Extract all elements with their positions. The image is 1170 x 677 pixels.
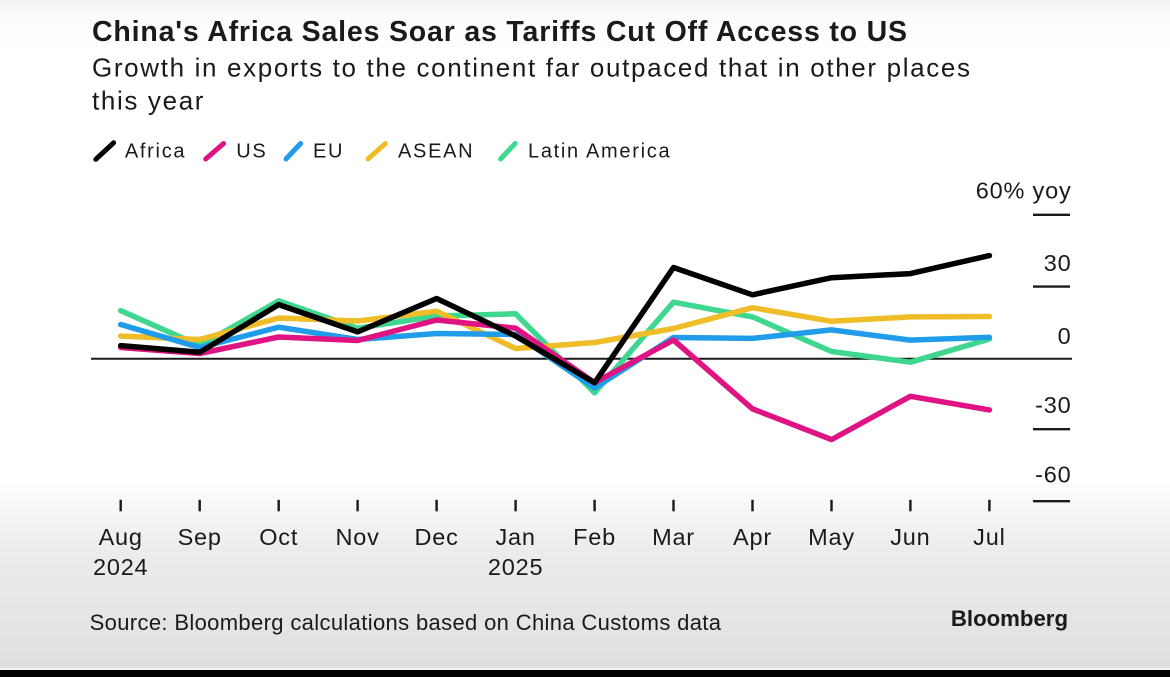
svg-text:Mar: Mar bbox=[652, 524, 695, 550]
svg-text:China's Africa Sales Soar as T: China's Africa Sales Soar as Tariffs Cut… bbox=[92, 16, 908, 48]
svg-text:Nov: Nov bbox=[335, 524, 379, 550]
svg-text:-30: -30 bbox=[1035, 392, 1071, 418]
svg-text:0: 0 bbox=[1058, 323, 1072, 349]
svg-text:Dec: Dec bbox=[414, 524, 458, 550]
svg-text:60% yoy: 60% yoy bbox=[976, 178, 1072, 204]
svg-text:May: May bbox=[808, 524, 855, 550]
svg-text:Sep: Sep bbox=[178, 524, 222, 550]
svg-text:Latin America: Latin America bbox=[528, 141, 671, 163]
svg-text:Aug: Aug bbox=[99, 524, 143, 550]
svg-text:Jun: Jun bbox=[890, 524, 930, 550]
svg-text:2024: 2024 bbox=[93, 554, 148, 580]
svg-text:this year: this year bbox=[92, 86, 205, 116]
svg-text:Source: Bloomberg calculations: Source: Bloomberg calculations based on … bbox=[90, 610, 722, 635]
svg-text:ASEAN: ASEAN bbox=[398, 141, 474, 163]
svg-text:Oct: Oct bbox=[259, 524, 298, 550]
svg-text:Feb: Feb bbox=[573, 524, 616, 550]
svg-text:Growth in exports to the conti: Growth in exports to the continent far o… bbox=[92, 52, 972, 82]
svg-text:Jan: Jan bbox=[495, 524, 535, 550]
svg-text:Jul: Jul bbox=[973, 524, 1005, 550]
svg-text:Bloomberg: Bloomberg bbox=[951, 606, 1068, 631]
svg-text:Apr: Apr bbox=[733, 524, 772, 550]
svg-text:US: US bbox=[236, 141, 267, 163]
svg-text:Africa: Africa bbox=[125, 141, 186, 163]
svg-text:30: 30 bbox=[1044, 250, 1072, 276]
svg-text:EU: EU bbox=[313, 141, 344, 163]
svg-text:2025: 2025 bbox=[488, 554, 543, 580]
svg-text:-60: -60 bbox=[1035, 461, 1071, 487]
